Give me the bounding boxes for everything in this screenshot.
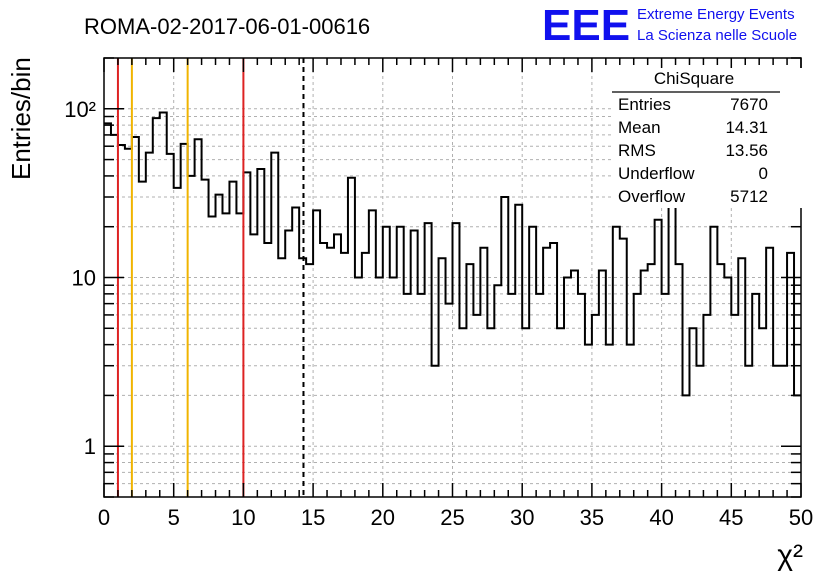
stats-label-mean: Mean — [618, 118, 661, 137]
stats-value-rms: 13.56 — [725, 141, 768, 160]
y-tick-label: 10 — [72, 266, 96, 291]
histogram-outline — [104, 111, 801, 397]
stats-label-rms: RMS — [618, 141, 656, 160]
y-tick-label: 10² — [64, 97, 96, 122]
x-tick-label: 25 — [440, 505, 464, 530]
stats-title: ChiSquare — [654, 69, 734, 88]
reference-lines — [116, 58, 305, 497]
stats-value-overflow: 5712 — [730, 187, 768, 206]
x-tick-label: 5 — [168, 505, 180, 530]
stats-box: ChiSquare Entries 7670 Mean 14.31 RMS 13… — [612, 68, 802, 208]
x-tick-label: 20 — [371, 505, 395, 530]
stats-label-entries: Entries — [618, 95, 671, 114]
axes: 0 5 10 15 20 25 30 35 40 45 50 1 10 10² — [64, 57, 813, 530]
x-axis-label: χ² — [777, 539, 803, 572]
x-tick-label: 15 — [301, 505, 325, 530]
histogram-bars — [104, 111, 801, 397]
y-axis-label: Entries/bin — [6, 57, 36, 180]
stats-value-underflow: 0 — [759, 164, 768, 183]
x-tick-label: 45 — [719, 505, 743, 530]
stats-label-underflow: Underflow — [618, 164, 695, 183]
x-tick-label: 35 — [580, 505, 604, 530]
eee-logo: EEE — [542, 1, 630, 50]
stats-value-mean: 14.31 — [725, 118, 768, 137]
stats-label-overflow: Overflow — [618, 187, 686, 206]
y-tick-label: 1 — [84, 434, 96, 459]
stats-value-entries: 7670 — [730, 95, 768, 114]
x-tick-label: 30 — [510, 505, 534, 530]
logo-line-2: La Scienza nelle Scuole — [637, 27, 797, 44]
x-tick-label: 50 — [789, 505, 813, 530]
x-tick-label: 0 — [98, 505, 110, 530]
logo-line-1: Extreme Energy Events — [637, 6, 795, 23]
x-tick-label: 10 — [231, 505, 255, 530]
x-tick-label: 40 — [649, 505, 673, 530]
run-title: ROMA-02-2017-06-01-00616 — [84, 14, 370, 39]
